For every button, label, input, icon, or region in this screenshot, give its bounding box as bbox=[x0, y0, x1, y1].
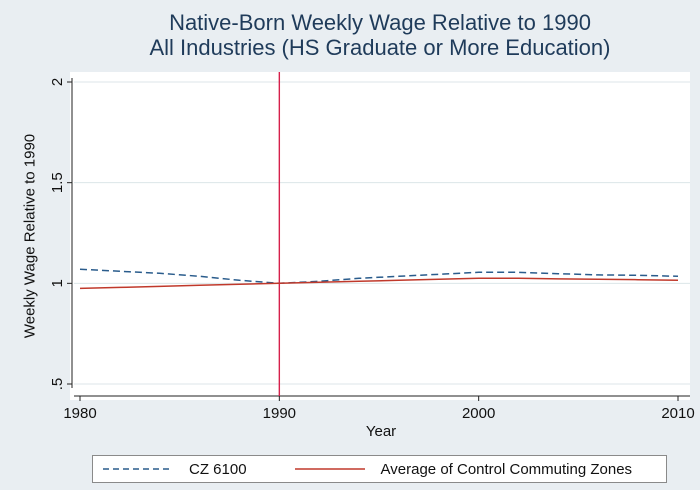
x-tick-label-0: 1980 bbox=[63, 405, 96, 422]
y-tick-label-1: 1 bbox=[49, 279, 66, 287]
legend-item-control-average: Average of Control Commuting Zones bbox=[285, 460, 633, 478]
legend-label-control-average: Average of Control Commuting Zones bbox=[380, 460, 633, 478]
chart-title: Native-Born Weekly Wage Relative to 1990… bbox=[0, 10, 700, 60]
legend-swatch-solid bbox=[294, 468, 365, 470]
legend: CZ 6100 Average of Control Commuting Zon… bbox=[92, 455, 667, 483]
plot-area bbox=[70, 72, 690, 400]
chart-title-line-2: All Industries (HS Graduate or More Educ… bbox=[149, 35, 611, 60]
y-tick-label-3: 2 bbox=[49, 78, 66, 86]
x-tick-label-2: 2000 bbox=[462, 405, 495, 422]
x-tick-label-3: 2010 bbox=[661, 405, 694, 422]
x-axis-title: Year bbox=[365, 423, 397, 440]
series-line-0 bbox=[79, 268, 679, 285]
legend-item-cz6100: CZ 6100 bbox=[93, 461, 247, 478]
y-axis-title: Weekly Wage Relative to 1990 bbox=[21, 133, 39, 339]
y-tick-label-2: 1.5 bbox=[49, 172, 66, 193]
legend-label-cz6100: CZ 6100 bbox=[189, 460, 247, 478]
series-line-1 bbox=[79, 277, 679, 290]
y-tick-label-0: .5 bbox=[49, 378, 66, 391]
chart-title-line-1: Native-Born Weekly Wage Relative to 1990 bbox=[169, 10, 591, 35]
x-tick-label-1: 1990 bbox=[263, 405, 296, 422]
legend-swatch-dashed bbox=[103, 468, 173, 470]
